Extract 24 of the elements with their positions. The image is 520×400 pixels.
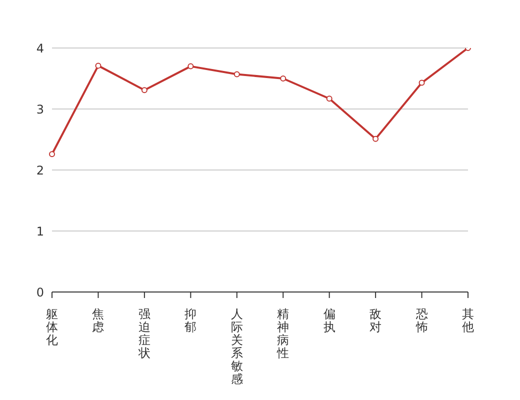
- point: [141, 87, 148, 94]
- x-tick-label: 精神病性: [276, 307, 290, 360]
- x-tick-label: 偏执: [323, 307, 336, 334]
- x-tick-label: 敌对: [370, 307, 382, 334]
- point: [418, 80, 425, 86]
- point: [188, 63, 194, 70]
- point: [49, 151, 55, 158]
- x-tick-label: 抑郁: [184, 307, 197, 334]
- x-tick-label: 焦虑: [92, 307, 104, 334]
- x-tick-label: 恐怖: [414, 307, 428, 334]
- point: [234, 71, 240, 78]
- y-tick-label: 0: [36, 285, 44, 300]
- y-tick-label: 2: [36, 163, 44, 178]
- point: [372, 136, 379, 142]
- point: [280, 76, 286, 82]
- point: [95, 62, 102, 69]
- x-tick-label: 其他: [462, 307, 474, 334]
- y-tick-label: 3: [36, 102, 44, 116]
- y-tick-label: 4: [36, 41, 44, 56]
- point: [326, 96, 332, 102]
- x-tick-label: 躯体化: [46, 307, 58, 347]
- x-tick-label: 人际关系敏感: [230, 307, 243, 386]
- y-tick-label: 1: [36, 224, 44, 238]
- x-tick-label: 强迫症状: [137, 307, 150, 360]
